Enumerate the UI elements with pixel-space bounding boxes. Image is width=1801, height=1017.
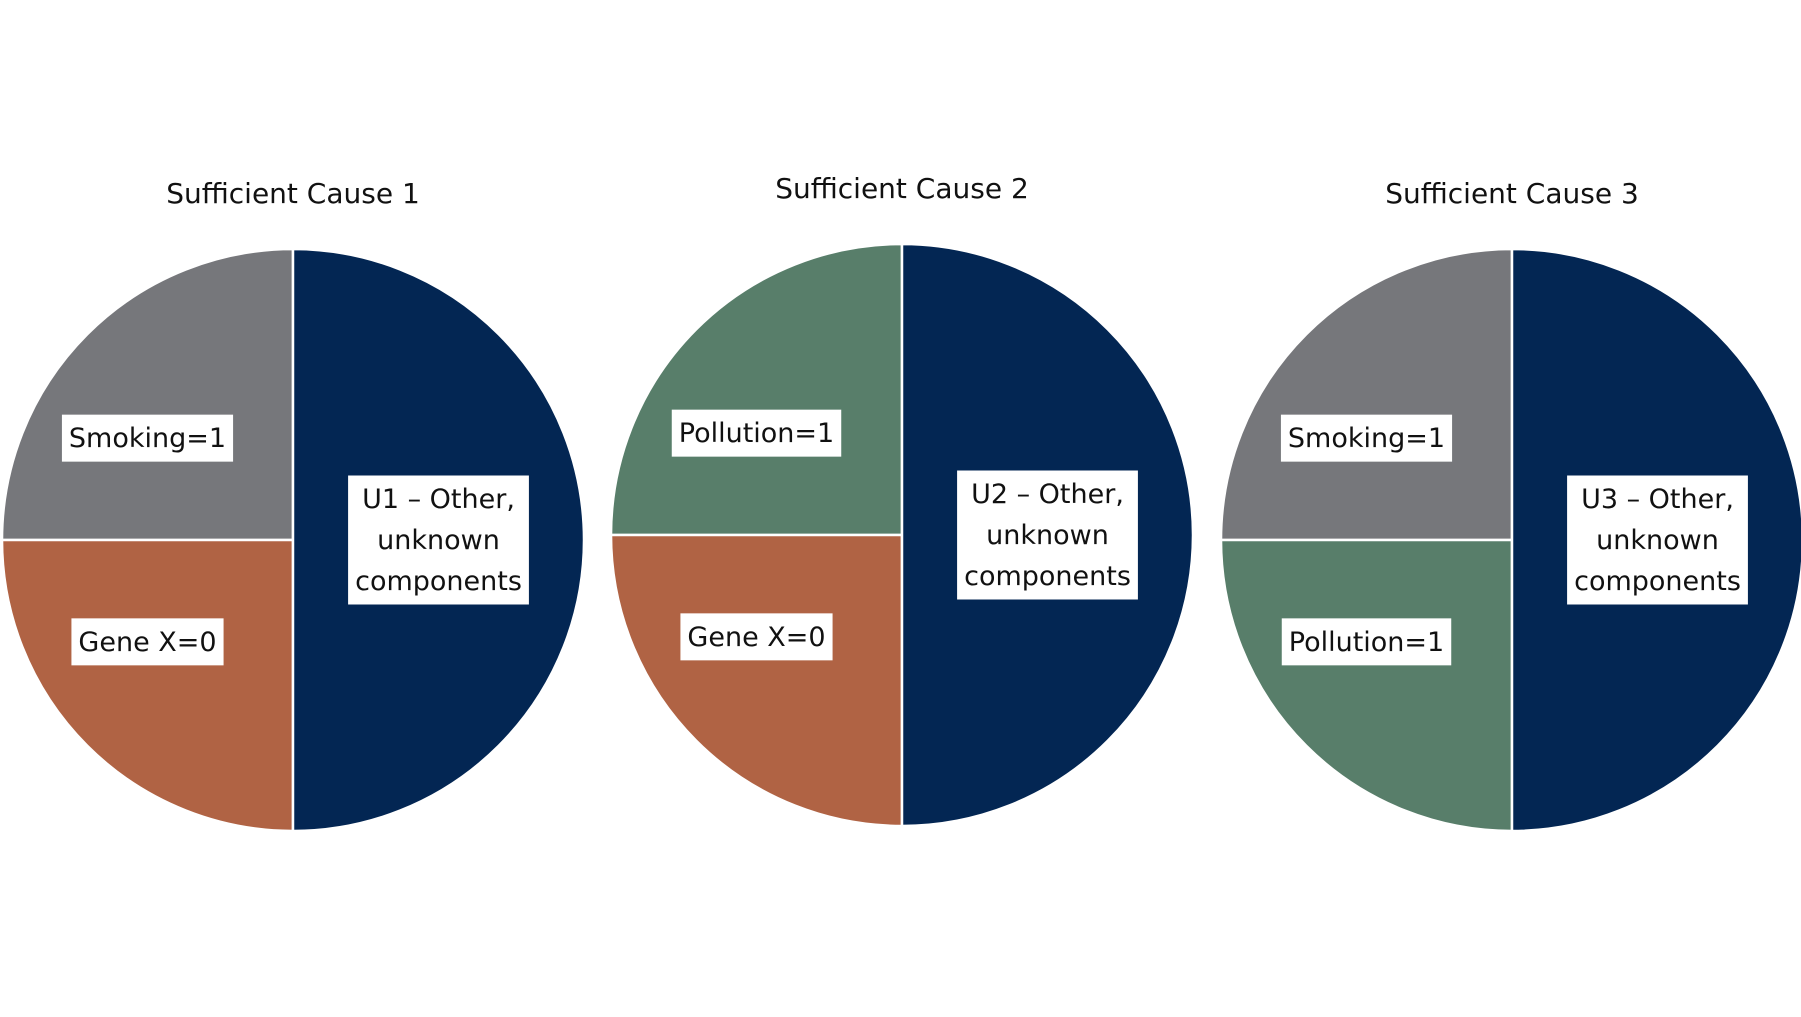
slice-label: Pollution=1	[1281, 618, 1452, 666]
pie-slice	[1219, 247, 1514, 542]
pie-slice	[0, 538, 295, 833]
slice-label: Pollution=1	[671, 409, 842, 457]
slice-label: Smoking=1	[1280, 414, 1453, 462]
pie-slice	[1219, 538, 1514, 833]
slice-label-box	[1281, 618, 1452, 666]
pie-chart-1: Sufficient Cause 1 Smoking=1 Gene X=0 U1 – …	[0, 177, 586, 833]
slice-label-text: Pollution=1	[1289, 627, 1444, 658]
slice-label-text: U3 – Other,	[1581, 484, 1734, 515]
slice-label-text: unknown	[986, 520, 1109, 551]
slice-label-text: Gene X=0	[687, 622, 825, 653]
slice-label-box	[1567, 475, 1748, 605]
pie-slice	[609, 242, 904, 537]
pie-slice	[609, 533, 904, 828]
pie-chart-3: Sufficient Cause 3 Smoking=1 Pollution=1 U3…	[1219, 177, 1801, 833]
slice-label-text: components	[355, 566, 522, 597]
slice-label-text: components	[964, 561, 1131, 592]
slice-label: U2 – Other, unknown components	[957, 470, 1138, 600]
slice-label-text: Smoking=1	[1288, 423, 1445, 454]
slice-label-text: Smoking=1	[69, 423, 226, 454]
slice-label-box	[1280, 414, 1453, 462]
slice-label-text: unknown	[377, 525, 500, 556]
slice-label-text: unknown	[1596, 525, 1719, 556]
pie-title: Sufficient Cause 2	[775, 172, 1029, 205]
slice-label-box	[61, 414, 234, 462]
slice-label: U1 – Other, unknown components	[348, 475, 529, 605]
slice-label: Gene X=0	[71, 618, 224, 666]
pie-title: Sufficient Cause 3	[1385, 177, 1639, 210]
slice-label: U3 – Other, unknown components	[1567, 475, 1748, 605]
slice-label: Gene X=0	[680, 613, 833, 661]
pie-chart-2: Sufficient Cause 2 Pollution=1 Gene X=0 U2 …	[609, 172, 1195, 828]
slice-label-box	[957, 470, 1138, 600]
slice-label-box	[680, 613, 833, 661]
slice-label-text: Gene X=0	[78, 627, 216, 658]
slice-label-text: Pollution=1	[679, 418, 834, 449]
slice-label-box	[671, 409, 842, 457]
slice-label-box	[71, 618, 224, 666]
slice-label-text: components	[1574, 566, 1741, 597]
pie-slice	[0, 247, 295, 542]
slice-label-text: U1 – Other,	[362, 484, 515, 515]
pie-title: Sufficient Cause 1	[166, 177, 420, 210]
slice-label: Smoking=1	[61, 414, 234, 462]
slice-label-text: U2 – Other,	[971, 479, 1124, 510]
slice-label-box	[348, 475, 529, 605]
